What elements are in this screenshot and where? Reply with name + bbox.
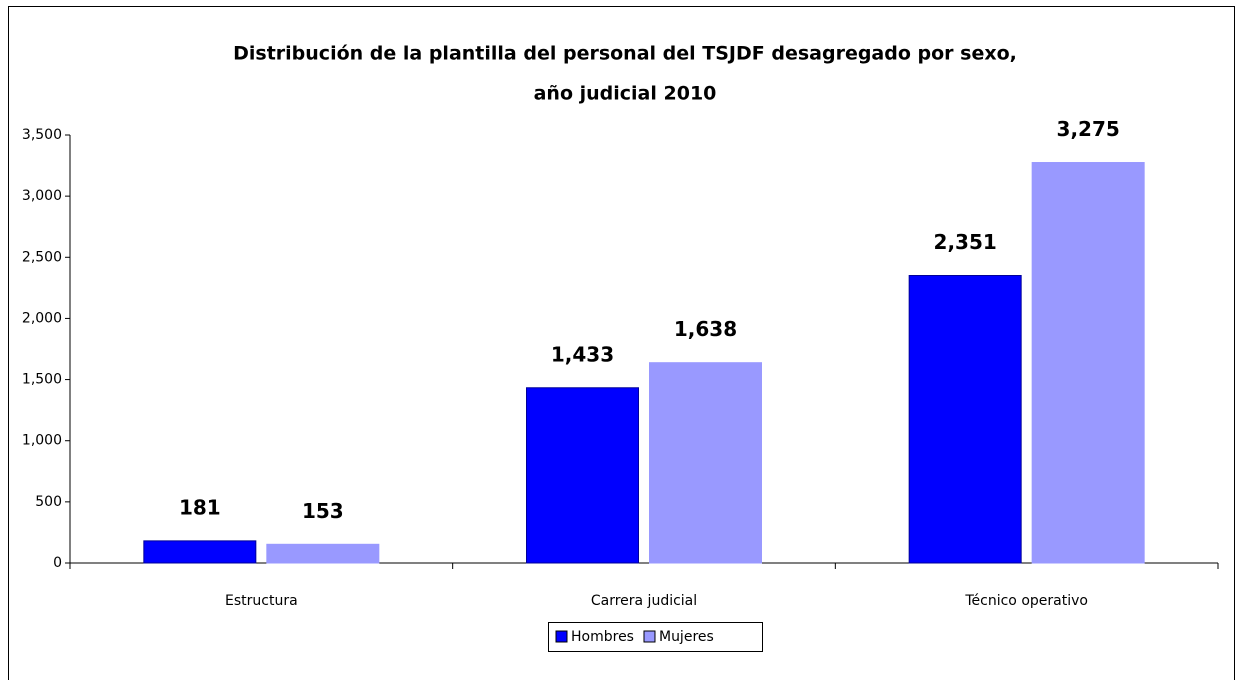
bar (1031, 162, 1145, 564)
data-label: 3,275 (1057, 117, 1120, 141)
bar (143, 540, 257, 564)
y-tick-label: 1,500 (22, 372, 62, 388)
y-tick-label: 0 (53, 555, 62, 571)
legend-box (548, 622, 763, 652)
legend-label: Hombres (571, 629, 634, 645)
y-tick-label: 2,000 (22, 310, 62, 326)
data-label: 181 (179, 495, 221, 519)
legend-swatch (643, 630, 656, 643)
data-label: 1,638 (674, 317, 737, 341)
data-label: 2,351 (934, 230, 997, 254)
y-tick-label: 3,000 (22, 188, 62, 204)
bar (649, 362, 762, 564)
y-tick-label: 500 (35, 494, 62, 510)
y-tick-label: 1,000 (22, 433, 62, 449)
y-tick-label: 3,500 (22, 127, 62, 143)
bar (908, 275, 1022, 564)
data-label: 153 (302, 499, 344, 523)
x-tick-label: Técnico operativo (964, 593, 1088, 609)
bar (526, 387, 639, 564)
legend-label: Mujeres (659, 629, 714, 645)
chart-title: Distribución de la plantilla del persona… (233, 43, 1017, 65)
y-tick-label: 2,500 (22, 249, 62, 265)
bar (266, 543, 380, 564)
chart-border (8, 6, 1235, 680)
chart-title: año judicial 2010 (534, 83, 717, 105)
x-tick-label: Estructura (225, 593, 298, 609)
legend-swatch (555, 630, 568, 643)
data-label: 1,433 (551, 342, 614, 366)
x-tick-label: Carrera judicial (591, 593, 697, 609)
